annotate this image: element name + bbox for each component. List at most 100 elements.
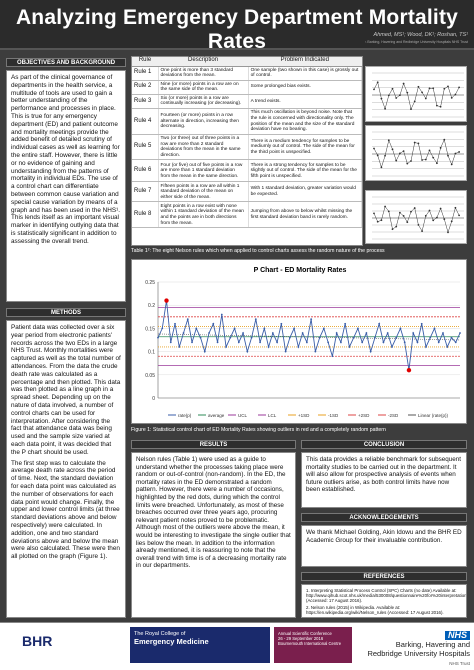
col-problem: Problem Indicated [248, 57, 362, 67]
conclusion-text: This data provides a reliable benchmark … [306, 456, 462, 494]
rule-description: Nine (or more) points in a row are on th… [158, 80, 249, 95]
acknowledgements-text: We thank Michael Golding, Akin Idowu and… [306, 529, 462, 544]
rate-point [416, 341, 419, 344]
legend-label: Linear (rate(p)) [418, 413, 449, 418]
rate-point [267, 346, 270, 348]
rule-example-svg [372, 131, 464, 177]
rule-name: Rule 7 [132, 181, 159, 203]
reference-1: 1. Interpreting Statistical Process Cont… [306, 588, 467, 604]
trust-line1: Barking, Havering and [395, 640, 470, 649]
rate-point [322, 327, 325, 330]
rule-problem: Some prolonged bias exists. [248, 80, 363, 95]
rule-example-chart [365, 125, 467, 181]
rule-name: Rule 4 [132, 108, 159, 136]
rule-name: Rule 2 [132, 80, 159, 95]
rate-point [395, 336, 398, 339]
rate-point [403, 341, 406, 344]
y-tick-label: 0.05 [145, 373, 155, 379]
rate-point [229, 336, 232, 339]
rule-name: Rule 3 [132, 94, 159, 110]
rule-example-line [373, 81, 460, 110]
legend-label: average [208, 413, 225, 418]
rate-point [225, 346, 227, 348]
rate-point [391, 346, 393, 348]
legend-label: -1SD [328, 413, 339, 418]
y-tick-label: 0.1 [148, 350, 155, 356]
rcem-line1: The Royal College of [134, 631, 186, 637]
rate-point [208, 332, 210, 334]
rule-name: Rule 8 [132, 201, 159, 229]
legend-label: UCL [238, 413, 247, 418]
y-tick-label: 0.15 [145, 326, 155, 332]
rate-point [263, 327, 266, 330]
acknowledgements-heading: ACKNOWLEDGEMENTS [301, 513, 467, 522]
methods-heading: METHODS [6, 308, 126, 317]
rate-point [382, 341, 385, 344]
figure-caption: Figure 1: Statistical control chart of E… [131, 427, 386, 433]
rate-point [242, 332, 244, 334]
conclusion-panel: This data provides a reliable benchmark … [301, 452, 467, 508]
rate-point [237, 341, 240, 344]
rate-point [174, 322, 176, 325]
rate-point [186, 318, 189, 321]
rate-point [288, 336, 291, 339]
rule-example-svg [372, 196, 464, 240]
trust-logo: NHS Barking, Havering and Redbridge Univ… [358, 631, 470, 668]
rule-name: Rule 1 [132, 66, 159, 81]
rate-point [378, 322, 381, 325]
rule-row: Rule 6 Four (or five) out of five points … [132, 159, 363, 183]
rate-point [357, 327, 359, 330]
conclusion-heading: CONCLUSION [301, 440, 467, 449]
rcem-logo: The Royal College of Emergency Medicine [130, 627, 270, 663]
rate-point [301, 332, 304, 334]
table-caption: Table 1²: The eight Nelson rules which w… [131, 248, 385, 254]
conf-line2: 26 - 29 September 2016 [278, 636, 324, 641]
rate-point [335, 332, 338, 334]
rule-row: Rule 2 Nine (or more) points in a row are… [132, 80, 363, 95]
y-tick-label: 0.2 [148, 303, 155, 309]
legend-label: rate(p) [178, 413, 192, 418]
rate-point [327, 341, 330, 344]
rule-example-point [373, 147, 375, 150]
rate-point [386, 332, 389, 334]
rate-point [437, 341, 440, 344]
rule-row: Rule 5 Two (or three) out of three points… [132, 134, 363, 161]
nhs-logo: NHS [444, 631, 470, 640]
p-chart-svg: P Chart - ED Mortality Rates 0.25 0.2 0.15… [145, 267, 461, 418]
objectives-panel: As part of the clinical governance of de… [6, 70, 126, 302]
rate-point [348, 346, 351, 348]
legend-label: +2SD [358, 413, 370, 418]
rate-point [318, 336, 321, 339]
legend-label: LCL [268, 413, 277, 418]
conference-banner: Annual Scientific Conference 26 - 29 Sep… [274, 627, 352, 663]
rule-example-point [458, 86, 460, 89]
rule-description: Two (or three) out of three points in a … [158, 134, 249, 161]
col-rule: Rule [132, 57, 158, 67]
methods-panel: Patient data was collected over a six ye… [6, 320, 126, 618]
rule-row: Rule 4 Fourteen (or more) points in a row… [132, 108, 363, 136]
rate-point [293, 327, 296, 330]
rate-point [199, 336, 202, 339]
rule-name: Rule 5 [132, 134, 159, 161]
methods-para2: The first step was to calculate the aver… [11, 459, 120, 561]
rate-point [161, 327, 164, 330]
y-tick-label: 0 [152, 396, 155, 402]
rate-point [433, 327, 436, 330]
rate-point [459, 332, 461, 334]
rule-example-chart [365, 190, 467, 244]
rate-point [425, 346, 427, 348]
rule-row: Rule 8 Eight points in a row exist with n… [132, 201, 363, 229]
results-text: Nelson rules (Table 1) were used as a gu… [136, 456, 291, 570]
rate-point [280, 322, 283, 325]
objectives-heading: OBJECTIVES AND BACKGROUND [6, 58, 126, 67]
rate-point [365, 332, 368, 334]
rate-point [169, 341, 172, 344]
rule-example-chart [365, 66, 467, 122]
rule-example-point [373, 88, 375, 91]
rate-point [212, 322, 215, 325]
rate-point [340, 341, 342, 344]
rate-point [412, 332, 415, 334]
results-heading: RESULTS [131, 440, 296, 449]
rule-description: Six (or more) points in a row are contin… [158, 94, 249, 110]
rate-point [182, 332, 185, 334]
